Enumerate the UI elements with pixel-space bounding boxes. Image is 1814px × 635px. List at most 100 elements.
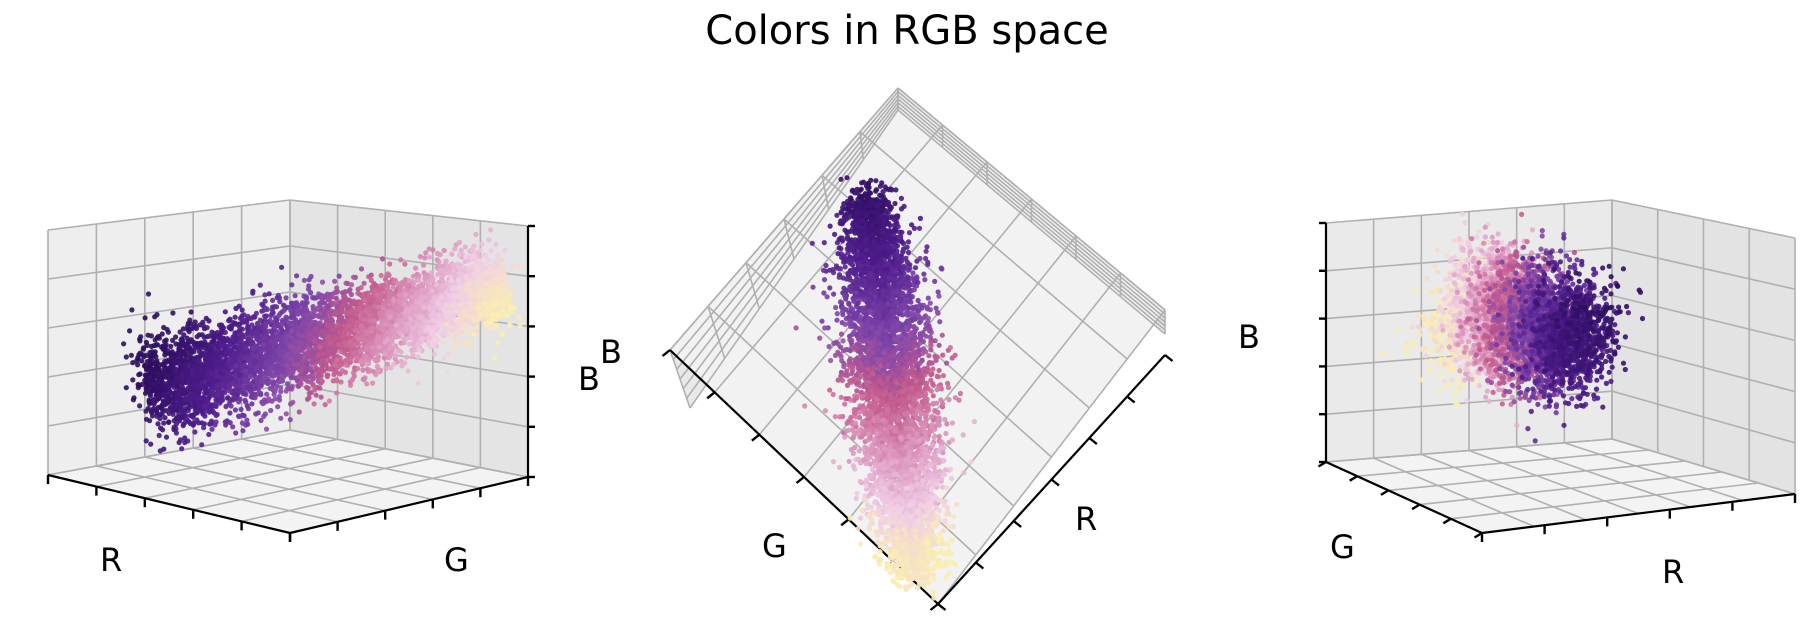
data-point	[210, 355, 216, 362]
data-point	[245, 406, 251, 412]
data-point	[174, 378, 181, 384]
data-point	[163, 342, 169, 348]
data-point	[162, 415, 168, 421]
data-point	[198, 363, 204, 370]
data-point	[358, 285, 364, 291]
data-point	[227, 316, 233, 322]
data-point	[404, 354, 410, 360]
data-point	[330, 300, 336, 306]
data-point	[184, 335, 190, 341]
data-point	[343, 362, 349, 368]
data-point	[239, 364, 246, 370]
data-point	[473, 231, 479, 238]
data-point	[161, 420, 167, 426]
data-point	[139, 381, 145, 388]
chart-3d-side: R G B	[46, 199, 600, 579]
data-point	[323, 362, 329, 368]
data-point	[287, 342, 293, 348]
data-point	[153, 408, 159, 414]
data-point	[351, 274, 357, 280]
data-point	[347, 339, 353, 345]
data-point	[387, 261, 393, 267]
data-point	[456, 270, 462, 277]
data-point	[254, 353, 260, 359]
data-point	[253, 310, 259, 316]
data-point	[325, 353, 332, 359]
grid-line	[241, 438, 481, 489]
data-point	[454, 308, 460, 314]
data-point	[213, 370, 219, 376]
data-point	[211, 330, 217, 336]
data-point	[307, 332, 313, 338]
data-point	[160, 427, 166, 433]
data-point	[130, 360, 136, 366]
data-point	[380, 256, 386, 262]
data-point	[261, 413, 267, 419]
data-point	[332, 361, 338, 368]
data-point	[123, 354, 129, 360]
data-point	[340, 334, 346, 340]
data-point	[296, 326, 302, 332]
data-point	[434, 318, 440, 325]
data-point	[379, 290, 385, 296]
data-point	[208, 418, 215, 424]
data-point	[361, 338, 367, 344]
data-point	[160, 407, 166, 414]
data-point	[218, 374, 224, 380]
data-point	[354, 354, 360, 360]
data-point	[242, 354, 248, 361]
data-point	[177, 329, 183, 335]
data-point	[281, 307, 287, 313]
grid-line	[144, 448, 386, 499]
grid-line	[47, 429, 291, 476]
data-point	[405, 368, 411, 374]
data-point	[257, 317, 263, 323]
data-point	[264, 391, 270, 397]
data-point	[402, 261, 408, 267]
data-point	[472, 318, 478, 324]
data-point	[375, 324, 381, 330]
data-point	[166, 419, 172, 425]
data-point	[336, 342, 342, 348]
data-point	[312, 338, 318, 344]
data-point	[160, 381, 166, 387]
data-point	[170, 310, 176, 316]
data-point	[368, 368, 374, 374]
data-point	[326, 398, 332, 404]
data-point	[218, 353, 225, 359]
data-point	[406, 341, 412, 347]
data-point	[288, 308, 294, 314]
data-point	[431, 294, 438, 300]
data-point	[391, 361, 397, 367]
data-point	[357, 305, 363, 311]
data-point	[461, 322, 468, 328]
data-point	[370, 380, 376, 386]
data-point	[389, 339, 395, 345]
data-point	[362, 297, 368, 304]
data-point	[186, 361, 192, 367]
data-point	[137, 403, 143, 409]
data-point	[296, 302, 303, 308]
data-point	[287, 356, 293, 363]
data-point	[417, 283, 423, 289]
data-point	[393, 349, 399, 355]
data-point	[168, 343, 174, 349]
data-point	[255, 386, 261, 392]
data-point	[380, 305, 386, 311]
data-point	[247, 381, 253, 387]
data-point	[455, 264, 461, 270]
data-point	[278, 339, 284, 345]
data-point	[325, 335, 331, 341]
data-point	[145, 358, 151, 365]
data-point	[315, 352, 321, 358]
data-point	[316, 291, 322, 297]
data-point	[284, 363, 290, 369]
data-point	[170, 411, 176, 417]
data-point	[324, 373, 330, 380]
data-point	[362, 375, 368, 381]
data-point	[416, 299, 422, 305]
data-point	[218, 358, 224, 364]
data-point	[416, 346, 422, 352]
data-point	[153, 342, 159, 348]
data-point	[202, 413, 208, 419]
